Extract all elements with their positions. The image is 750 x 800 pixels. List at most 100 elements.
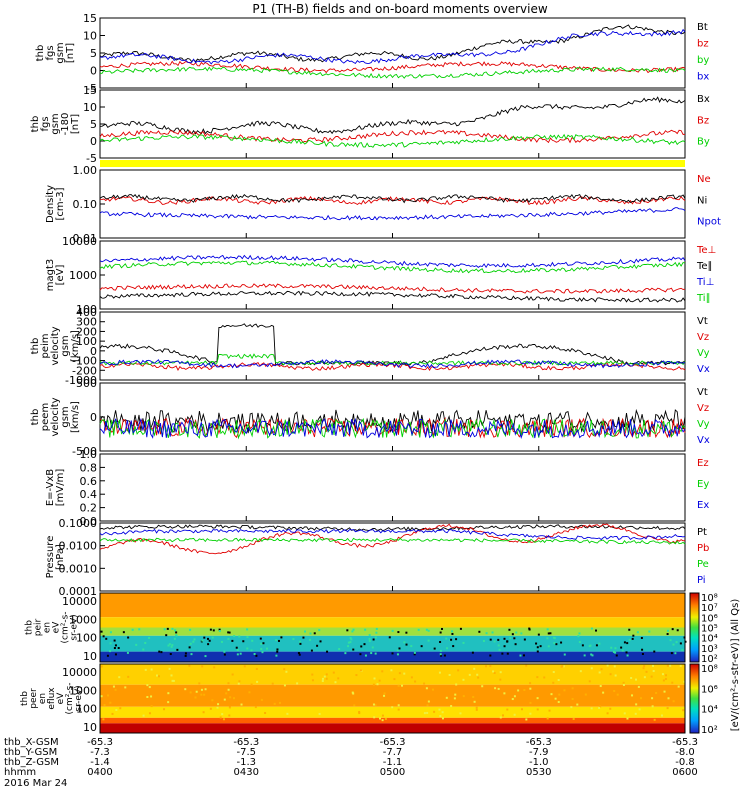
spectrogram-pixel [280, 636, 282, 638]
spectrogram-pixel [275, 655, 277, 657]
spectrogram-pixel [490, 639, 492, 641]
spectrogram-band [100, 593, 685, 617]
panel-fgs-dsl: 151050-5thb fgs gsm -180 [nT]BxBzBy [30, 84, 710, 165]
spectrogram-pixel [146, 684, 148, 686]
spectrogram-pixel [424, 712, 426, 714]
spectrogram-pixel [210, 708, 212, 710]
legend-Ez: Ez [697, 458, 709, 469]
spectrogram-pixel [469, 674, 471, 676]
y-tick-label: 1.00 [73, 164, 98, 177]
spectrogram-pixel [552, 682, 554, 684]
spectrogram-pixel [514, 695, 516, 697]
spectrogram-pixel [201, 689, 203, 691]
spectrogram-pixel [537, 708, 539, 710]
spectrogram-pixel [601, 668, 603, 670]
spectrogram-pixel [630, 677, 632, 679]
spectrogram-pixel [439, 672, 441, 674]
spectrogram-pixel [292, 638, 294, 640]
spectrogram-pixel [115, 653, 117, 655]
spectrogram-pixel [228, 689, 230, 691]
spectrogram-pixel [283, 668, 285, 670]
spectrogram-pixel [261, 651, 263, 653]
panel-frame [100, 312, 685, 380]
spectrogram-pixel [299, 641, 301, 643]
legend-Vz: Vz [697, 403, 709, 414]
y-tick-label: 0.10 [73, 198, 98, 211]
spectrogram-pixel [579, 641, 581, 643]
spectrogram-pixel [375, 636, 377, 638]
spectrogram-pixel [653, 670, 655, 672]
spectrogram-pixel [238, 680, 240, 682]
spectrogram-pixel [547, 717, 549, 719]
spectrogram-pixel [668, 697, 670, 699]
spectrogram-pixel [426, 687, 428, 689]
spectrogram-pixel [640, 697, 642, 699]
y-tick-label: 15 [83, 84, 97, 97]
legend-Vx: Vx [697, 435, 710, 446]
spectrogram-pixel [446, 697, 448, 699]
spectrogram-pixel [672, 628, 674, 630]
spectrogram-pixel [132, 629, 134, 631]
spectrogram-pixel [316, 645, 318, 647]
spectrogram-pixel [595, 630, 597, 632]
spectrogram-band [100, 723, 685, 733]
spectrogram-pixel [375, 653, 377, 655]
spectrogram-pixel [663, 679, 665, 681]
spectrogram-pixel [459, 712, 461, 714]
y-tick-label: 0.8 [80, 461, 98, 474]
spectrogram-pixel [472, 696, 474, 698]
spectrogram-pixel [667, 633, 669, 635]
spectrogram-pixel [221, 641, 223, 643]
spectrogram-pixel [109, 702, 111, 704]
y-axis-label: [km/s] [70, 401, 81, 433]
spectrogram-pixel [309, 639, 311, 641]
spectrogram-pixel [523, 654, 525, 656]
spectrogram-pixel [365, 655, 367, 657]
spectrogram-pixel [671, 682, 673, 684]
spectrogram-pixel [360, 669, 362, 671]
spectrogram-pixel [450, 639, 452, 641]
panel-efield: 1.00.80.60.40.20.0E=-VxB [mV/m]EzEyEx [45, 448, 709, 528]
spectrogram-pixel [114, 647, 116, 649]
spectrogram-pixel [421, 645, 423, 647]
spectrogram-pixel [275, 639, 277, 641]
spectrogram-pixel [231, 640, 233, 642]
spectrogram-pixel [540, 645, 542, 647]
spectrogram-pixel [428, 640, 430, 642]
spectrogram-pixel [127, 676, 129, 678]
spectrogram-pixel [474, 701, 476, 703]
spectrogram-pixel [167, 701, 169, 703]
spectrogram-pixel [426, 712, 428, 714]
spectrogram-pixel [352, 629, 354, 631]
spectrogram-pixel [350, 638, 352, 640]
spectrogram-pixel [373, 716, 375, 718]
series-line-Bx [100, 97, 685, 134]
spectrogram-pixel [614, 647, 616, 649]
spectrogram-pixel [564, 654, 566, 656]
spectrogram-pixel [172, 680, 174, 682]
spectrogram-pixel [673, 700, 675, 702]
y-tick-label: 10000 [62, 235, 97, 248]
spectrogram-pixel [237, 649, 239, 651]
legend-Vy: Vy [697, 419, 710, 430]
series-line-Vt [100, 324, 685, 365]
series-line-Pi [100, 530, 685, 540]
spectrogram-pixel [590, 653, 592, 655]
spectrogram-pixel [225, 692, 227, 694]
spectrogram-pixel [381, 670, 383, 672]
spectrogram-pixel [169, 668, 171, 670]
spectrogram-pixel [450, 705, 452, 707]
spectrogram-pixel [189, 646, 191, 648]
y-tick-label: 1000 [69, 269, 97, 282]
spectrogram-pixel [220, 716, 222, 718]
spectrogram-pixel [109, 650, 111, 652]
spectrogram-pixel [494, 687, 496, 689]
spectrogram-pixel [241, 704, 243, 706]
spectrogram-pixel [398, 709, 400, 711]
spectrogram-pixel [196, 691, 198, 693]
colorbar-label: [eV/(cm²-s-str-eV)] (All Qs) [730, 599, 741, 732]
spectrogram-pixel [344, 652, 346, 654]
spectrogram-pixel [251, 649, 253, 651]
spectrogram-pixel [314, 632, 316, 634]
spectrogram-pixel [176, 635, 178, 637]
